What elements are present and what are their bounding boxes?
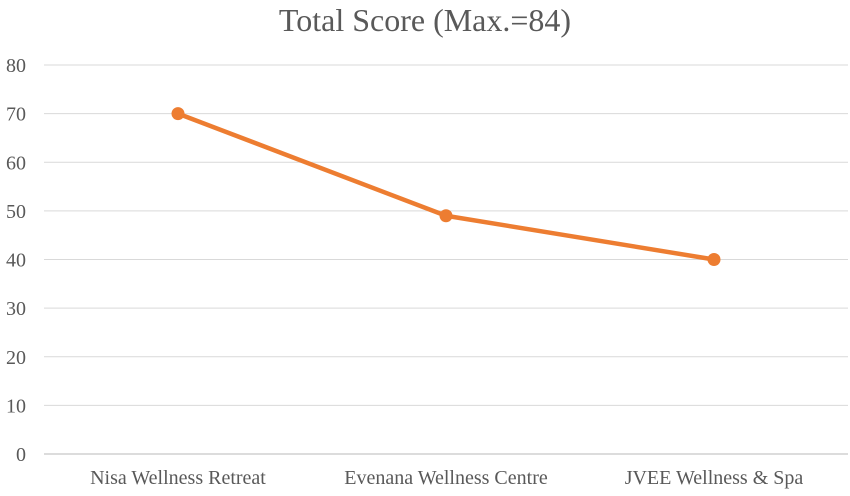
- gridlines: [44, 64, 848, 455]
- series-line: [175, 111, 717, 262]
- y-tick-label: 20: [6, 347, 26, 369]
- y-axis-ticks: 0 10 20 30 40 50 60 70 80: [6, 55, 26, 466]
- y-tick-label: 0: [16, 444, 26, 466]
- y-tick-label: 10: [6, 395, 26, 417]
- data-point-marker: [439, 209, 453, 223]
- y-tick-label: 40: [6, 250, 26, 272]
- data-point-marker: [171, 107, 185, 121]
- x-tick-label: Nisa Wellness Retreat: [90, 467, 266, 489]
- x-tick-label: Evenana Wellness Centre: [344, 467, 548, 489]
- chart-title: Total Score (Max.=84): [278, 2, 572, 38]
- y-tick-label: 70: [6, 104, 26, 126]
- y-tick-label: 60: [6, 152, 26, 174]
- series-markers: [171, 107, 721, 266]
- x-axis-labels: Nisa Wellness Retreat Evenana Wellness Ce…: [90, 467, 803, 489]
- y-tick-label: 30: [6, 298, 26, 320]
- y-tick-label: 50: [6, 201, 26, 223]
- data-point-marker: [707, 253, 721, 266]
- x-tick-label: JVEE Wellness & Spa: [625, 467, 804, 489]
- y-tick-label: 80: [6, 55, 26, 77]
